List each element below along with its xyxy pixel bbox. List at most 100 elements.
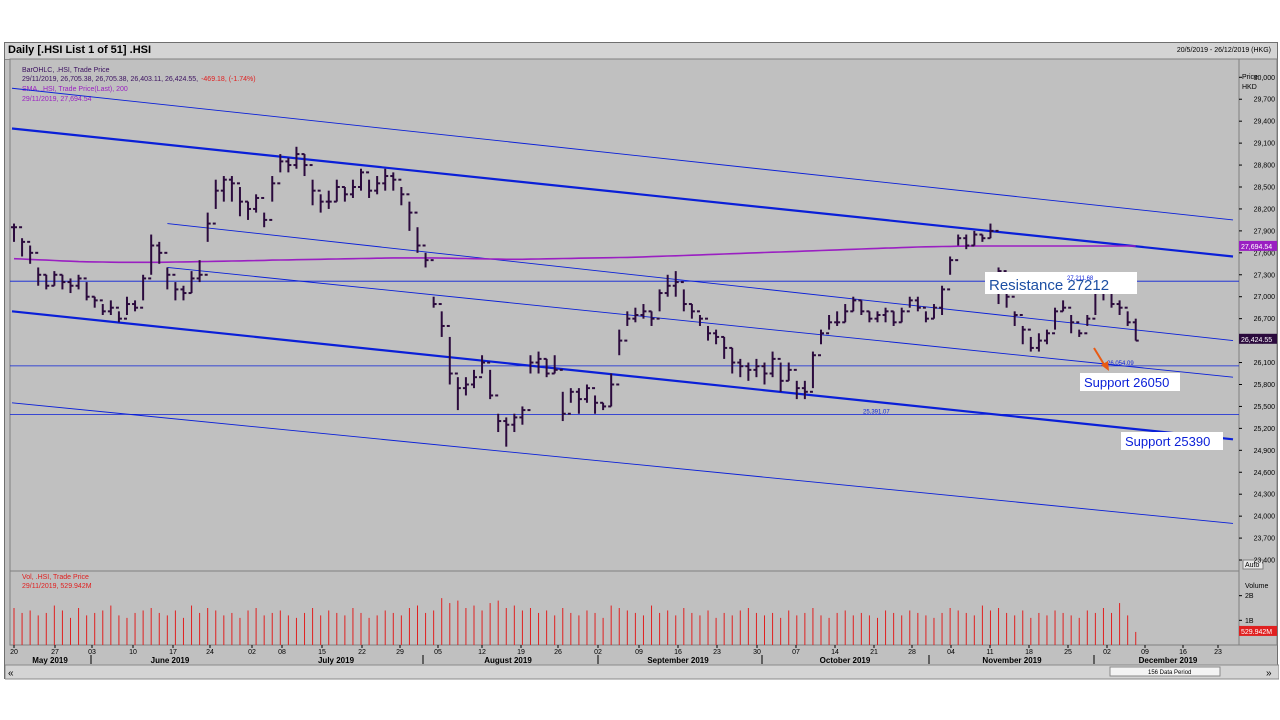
ohlc-bar [204, 212, 211, 276]
x-tick-label: 16 [674, 649, 682, 656]
ohlc-bar [301, 153, 308, 177]
ohlc-bar [406, 193, 413, 231]
last-price-flag: 26,424.55 [1241, 337, 1272, 344]
data-period-label: 156 Data Period [1148, 670, 1191, 676]
ohlc-bar [83, 277, 90, 301]
ohlc-bar [559, 368, 566, 422]
ohlc-bar [43, 273, 50, 290]
ohlc-bar [156, 241, 163, 264]
x-tick-label: 22 [358, 649, 366, 656]
ohlc-bar [495, 394, 502, 433]
ohlc-bar [35, 251, 42, 286]
ohlc-bar [543, 357, 550, 378]
ohlc-bar [503, 417, 510, 447]
ohlc-bar [430, 259, 437, 308]
scrollbar[interactable] [5, 664, 1279, 680]
axis-panel [1238, 58, 1278, 646]
support-26050-label-box [1080, 373, 1180, 391]
ohlc-bar [761, 362, 768, 385]
support-25390-label-box [1121, 432, 1223, 450]
legend-sma-value: 29/11/2019, 27,694.54 [22, 96, 92, 103]
ohlc-bar [882, 307, 889, 323]
ohlc-bar [769, 351, 776, 378]
support-arrowhead-icon [1101, 361, 1109, 371]
ohlc-bar [801, 380, 808, 400]
month-label: December 2019 [1139, 656, 1198, 665]
sma-price-flag: 27,694.54 [1241, 244, 1272, 251]
x-tick-label: 17 [169, 649, 177, 656]
month-label: August 2019 [484, 656, 532, 665]
ohlc-bar [656, 289, 663, 320]
ohlc-bar [834, 311, 841, 326]
y-tick-label: 29,700 [1254, 97, 1276, 104]
volume-flag-box [1239, 625, 1277, 636]
x-tick-label: 11 [986, 649, 993, 656]
ohlc-bar [1035, 333, 1042, 352]
ohlc-bar [180, 285, 187, 301]
trendline-lower-channel [11, 310, 1234, 441]
ohlc-bar [374, 176, 381, 195]
x-tick-label: 28 [908, 649, 916, 656]
legend-vol-value: 29/11/2019, 529.942M [22, 583, 92, 590]
x-tick-label: 29 [396, 649, 404, 656]
ohlc-bar [1052, 307, 1059, 335]
ohlc-bar [422, 244, 429, 268]
ohlc-bar [19, 226, 26, 257]
ohlc-bar [27, 240, 34, 264]
ohlc-bar [624, 311, 631, 342]
ohlc-bar [67, 278, 74, 294]
ohlc-bar [1132, 318, 1139, 342]
y-tick-label: 28,800 [1254, 163, 1276, 170]
support-26050-label: Support 26050 [1084, 375, 1169, 390]
ohlc-bar [842, 304, 849, 324]
ohlc-bar [341, 186, 348, 202]
volume-axis-title: Volume [1245, 583, 1268, 590]
ohlc-bar [1043, 329, 1050, 345]
scroll-left-icon[interactable]: « [8, 668, 14, 679]
legend-ohlc-values-text: 29/11/2019, 26,705.38, 26,705.38, 26,403… [22, 76, 198, 83]
ohlc-bar [1084, 315, 1091, 335]
price-axis-title: Price [1242, 74, 1258, 81]
ohlc-bar [236, 182, 243, 217]
ohlc-bar [930, 304, 937, 320]
ohlc-bar [583, 384, 590, 403]
ohlc-bar [188, 271, 195, 295]
ohlc-bar [850, 296, 857, 313]
level-value-label: 27,211.68 [1067, 276, 1094, 282]
ohlc-bar [971, 230, 978, 247]
legend-sma-label: SMA, .HSI, Trade Price(Last), 200 [22, 86, 128, 93]
ohlc-bar [398, 178, 405, 206]
x-tick-label: 05 [434, 649, 442, 656]
x-tick-label: 08 [278, 649, 286, 656]
legend-ohlc-values: 29/11/2019, 26,705.38, 26,705.38, 26,403… [22, 76, 256, 83]
month-label: October 2019 [820, 656, 871, 665]
x-tick-label: 03 [88, 649, 96, 656]
ohlc-bar [527, 355, 534, 412]
last-price-flag-box [1239, 333, 1277, 344]
ohlc-bar [325, 190, 332, 209]
auto-scale-button[interactable] [1242, 559, 1264, 570]
ohlc-bar [277, 154, 284, 185]
x-tick-label: 02 [594, 649, 602, 656]
x-tick-label: 25 [1064, 649, 1072, 656]
ohlc-bar [1011, 295, 1018, 326]
x-tick-label: 27 [51, 649, 59, 656]
ohlc-bar [696, 310, 703, 326]
vol-tick-label: 2B [1245, 593, 1254, 600]
y-tick-label: 29,400 [1254, 119, 1276, 126]
ohlc-bar [285, 157, 292, 173]
scroll-right-icon[interactable]: » [1266, 668, 1272, 679]
scroll-thumb[interactable] [1109, 666, 1221, 677]
ohlc-bar [680, 281, 687, 312]
ohlc-bar [164, 251, 171, 290]
ohlc-bar [688, 303, 695, 319]
auto-scale-label: Auto [1245, 562, 1260, 569]
ohlc-bar [196, 260, 203, 283]
y-tick-label: 25,500 [1254, 404, 1276, 411]
ohlc-bar [51, 271, 58, 287]
ohlc-bar [454, 372, 461, 411]
ohlc-bar [632, 307, 639, 323]
trendline-upper-channel-outer [11, 87, 1234, 221]
ohlc-bar [535, 351, 542, 374]
ohlc-bar [115, 306, 122, 323]
